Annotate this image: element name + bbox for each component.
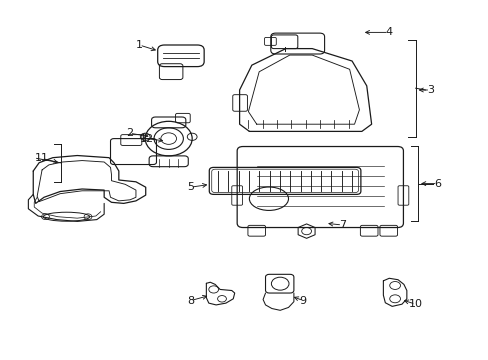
Text: 12: 12 (140, 134, 153, 144)
Text: 11: 11 (35, 153, 48, 163)
Text: 5: 5 (187, 182, 194, 192)
Text: 1: 1 (136, 40, 142, 50)
Text: 8: 8 (187, 296, 194, 306)
Text: 3: 3 (426, 85, 433, 95)
Text: 4: 4 (385, 27, 391, 37)
Text: 9: 9 (299, 296, 306, 306)
Text: 7: 7 (338, 220, 345, 230)
Text: 6: 6 (433, 179, 440, 189)
Text: 10: 10 (408, 299, 422, 309)
Text: 2: 2 (126, 128, 133, 138)
